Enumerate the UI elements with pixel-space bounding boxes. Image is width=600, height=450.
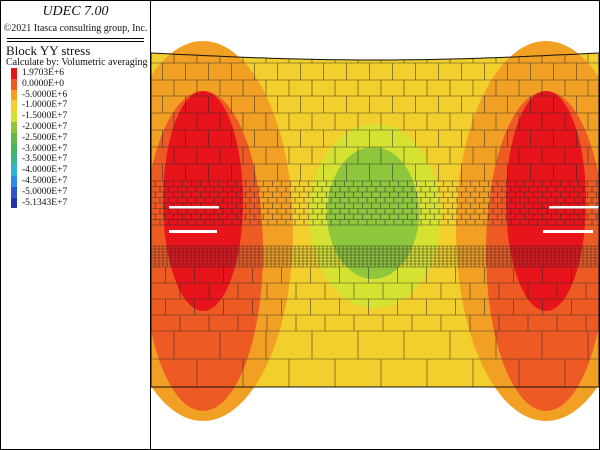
legend-panel: UDEC 7.00 ©2021 Itasca consulting group,… bbox=[1, 1, 151, 449]
legend-label: -5.0000E+6 bbox=[22, 89, 68, 100]
legend-swatch bbox=[11, 132, 17, 144]
legend-swatch bbox=[11, 111, 17, 122]
legend-swatch bbox=[11, 78, 17, 90]
excavation-opening bbox=[543, 230, 593, 233]
block-joints bbox=[151, 53, 599, 388]
legend-swatch bbox=[11, 100, 17, 112]
excavation-opening bbox=[549, 206, 599, 209]
legend-label: -5.0000E+7 bbox=[22, 186, 68, 197]
legend-label: -3.5000E+7 bbox=[22, 154, 68, 165]
legend-swatch bbox=[11, 121, 17, 133]
legend-label: -5.1343E+7 bbox=[22, 197, 68, 208]
legend-label: 0.0000E+0 bbox=[22, 78, 65, 89]
legend-label: -2.0000E+7 bbox=[22, 121, 68, 132]
plot-title: Block YY stress bbox=[6, 43, 91, 58]
calculation-method: Calculate by: Volumetric averaging bbox=[6, 57, 148, 68]
legend-label: -4.0000E+7 bbox=[22, 165, 68, 176]
legend-swatch bbox=[11, 89, 17, 101]
model-outline bbox=[151, 53, 599, 388]
divider bbox=[7, 41, 144, 42]
legend-swatch bbox=[11, 175, 17, 187]
legend-label: -1.5000E+7 bbox=[22, 111, 68, 122]
legend-label: -4.5000E+7 bbox=[22, 175, 68, 186]
copyright-text: ©2021 Itasca consulting group, Inc. bbox=[3, 23, 148, 34]
legend-label: -1.0000E+7 bbox=[22, 100, 68, 111]
stress-contour bbox=[327, 147, 419, 279]
legend-label: -3.0000E+7 bbox=[22, 143, 68, 154]
legend-swatch bbox=[11, 68, 17, 79]
legend-swatch bbox=[11, 154, 17, 166]
app-title: UDEC 7.00 bbox=[42, 4, 109, 19]
legend-label: -2.5000E+7 bbox=[22, 132, 68, 143]
excavation-opening bbox=[169, 206, 219, 209]
legend-label: 1.9703E+6 bbox=[22, 68, 65, 78]
model-plot-area[interactable] bbox=[151, 1, 599, 449]
model-surface bbox=[151, 52, 599, 61]
legend-swatch bbox=[11, 165, 17, 176]
divider bbox=[7, 38, 144, 39]
legend-swatch bbox=[11, 197, 17, 209]
legend-swatch bbox=[11, 186, 17, 198]
stress-contour bbox=[163, 91, 243, 311]
excavation-opening bbox=[169, 230, 217, 233]
legend-swatch bbox=[11, 143, 17, 155]
block-model-svg bbox=[151, 41, 599, 421]
stress-contour bbox=[506, 91, 586, 311]
